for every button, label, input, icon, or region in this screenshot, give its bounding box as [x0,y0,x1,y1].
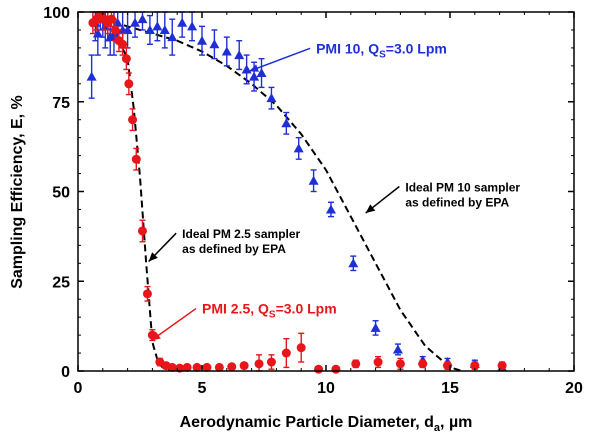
data-point [209,39,220,49]
data-point [122,24,133,34]
x-axis-title-unit: , µm [440,414,472,431]
data-point [121,54,131,64]
annotation-arrowhead [148,252,158,262]
data-point [392,344,403,354]
data-point [281,118,292,128]
data-point [118,39,128,49]
y-tick-label: 50 [52,185,70,202]
data-point [348,258,359,268]
data-point [249,71,260,81]
data-point [214,362,224,372]
annotation-label: PMI 10, QS=3.0 Lpm [316,40,447,60]
annotation-text: PMI 10, Q [316,40,379,56]
data-point [187,21,198,31]
data-point [177,17,188,27]
data-point [296,343,306,353]
data-point [128,115,138,125]
data-point [281,348,291,358]
data-point [86,71,97,81]
data-point [137,14,148,24]
annotation-arrowhead [151,332,161,341]
x-tick-label: 15 [441,380,459,397]
data-point [241,64,252,74]
x-tick-label: 10 [317,380,335,397]
data-point [137,226,147,236]
data-point [293,143,304,153]
annotation-subscript: S [379,49,386,60]
y-tick-label: 100 [43,5,70,22]
annotation-arrowhead [249,64,259,72]
x-axis-title: Aerodynamic Particle Diameter, da, µm [180,414,473,434]
data-point [221,46,232,56]
reference-curve-0 [102,18,463,371]
data-point [370,322,381,332]
data-point [373,357,383,367]
data-point [124,79,134,89]
annotation-arrow-line [248,47,311,72]
reference-curve-1 [102,22,178,371]
data-point [308,175,319,185]
annotation-text: =3.0 Lpm [276,301,337,317]
series-1 [88,11,507,374]
annotation-subscript: S [269,310,276,321]
annotation-label: PMI 2.5, QS=3.0 Lpm [202,301,337,321]
annotation-pmi25: PMI 2.5, QS=3.0 Lpm [150,301,337,342]
data-point [254,359,264,369]
data-point [130,17,141,27]
axis-ticks: 0 5 10 15 20 0 25 50 75 100 [43,5,583,397]
data-point [239,361,249,371]
data-point [266,357,276,367]
data-point [470,361,480,371]
data-point [202,362,212,372]
y-tick-label: 0 [61,364,70,381]
annotation-line: Ideal PM 2.5 sampler [182,227,300,241]
x-tick-label: 20 [565,380,583,397]
data-point [159,24,170,34]
data-point [325,204,336,214]
data-point [497,361,507,371]
data-point [167,32,178,42]
annotation-text: PMI 2.5, Q [202,301,269,317]
data-point [192,362,202,372]
data-point [110,25,120,35]
annotation-line: as defined by EPA [182,242,286,256]
data-point [314,364,324,374]
annotation-line: Ideal PM 10 sampler [405,181,520,195]
y-tick-label: 75 [52,95,70,112]
x-tick-label: 0 [74,380,83,397]
data-series [86,10,508,374]
data-point [131,154,141,164]
annotation-pmi10: PMI 10, QS=3.0 Lpm [248,40,447,72]
data-point [152,21,163,31]
annotation-arrow-line [150,307,197,342]
x-axis-title-subscript: a [434,422,441,434]
annotation-arrowhead [365,204,376,214]
data-point [197,35,207,45]
data-point [351,359,361,369]
data-point [227,362,237,372]
data-point [144,24,155,34]
data-point [234,50,245,60]
data-point [395,359,405,369]
data-point [182,362,192,372]
data-point [167,362,177,372]
data-point [418,359,428,369]
data-point [142,289,152,299]
annotation-line: as defined by EPA [405,196,509,210]
annotation-text: =3.0 Lpm [386,40,447,56]
x-tick-label: 5 [198,380,207,397]
y-axis-title: Sampling Efficiency, E, % [9,95,26,289]
data-point [256,68,267,78]
data-point [106,14,116,24]
y-tick-label: 25 [52,274,70,291]
data-point [331,364,341,374]
data-point [266,93,277,103]
data-point [92,28,103,38]
